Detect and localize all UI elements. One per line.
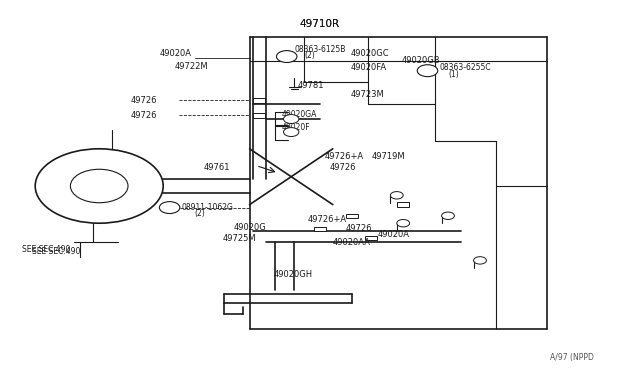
Circle shape: [159, 202, 180, 214]
Text: SEE SEC.490: SEE SEC.490: [32, 247, 81, 256]
Text: 49020G: 49020G: [234, 223, 266, 232]
Text: 49726: 49726: [131, 111, 157, 120]
Bar: [253, 113, 265, 118]
Circle shape: [284, 115, 299, 124]
Text: 49726+A: 49726+A: [307, 215, 346, 224]
Circle shape: [417, 65, 438, 77]
Text: S: S: [426, 68, 429, 74]
Text: 49723M: 49723M: [351, 90, 385, 99]
Text: 49020GA: 49020GA: [282, 110, 317, 119]
Circle shape: [70, 169, 128, 203]
Text: 49020GC: 49020GC: [351, 49, 389, 58]
Bar: [346, 214, 358, 218]
Circle shape: [276, 51, 297, 62]
Text: 49020AA: 49020AA: [333, 238, 371, 247]
Text: 49020F: 49020F: [282, 124, 310, 132]
Text: A/97 (NPPD: A/97 (NPPD: [550, 353, 595, 362]
Text: 49020GB: 49020GB: [402, 56, 440, 65]
Text: 49761: 49761: [204, 163, 230, 172]
Circle shape: [397, 219, 410, 227]
Text: 08363-6125B: 08363-6125B: [294, 45, 346, 54]
Text: 49722M: 49722M: [174, 62, 208, 71]
Text: SEE SEC.490: SEE SEC.490: [22, 245, 71, 254]
Text: 08911-1062G: 08911-1062G: [181, 203, 233, 212]
Text: 49726+A: 49726+A: [325, 153, 364, 161]
Bar: [397, 202, 409, 207]
Bar: [365, 236, 377, 240]
Text: 49719M: 49719M: [371, 153, 405, 161]
Text: 49020FA: 49020FA: [351, 63, 387, 72]
Text: 49020A: 49020A: [160, 49, 192, 58]
Bar: [253, 98, 265, 103]
Text: 49781: 49781: [298, 81, 324, 90]
Text: 49710R: 49710R: [300, 19, 340, 29]
Text: 49726: 49726: [131, 96, 157, 105]
Text: S: S: [285, 54, 289, 60]
Text: N: N: [167, 205, 172, 211]
Circle shape: [474, 257, 486, 264]
Text: 49020A: 49020A: [378, 230, 410, 239]
Text: 49726: 49726: [330, 163, 356, 172]
Text: (2): (2): [194, 209, 205, 218]
Text: 49020GH: 49020GH: [274, 270, 313, 279]
Bar: [314, 227, 326, 231]
Text: 49710R: 49710R: [300, 19, 340, 29]
Circle shape: [35, 149, 163, 223]
Text: 49726: 49726: [346, 224, 372, 233]
Text: 49725M: 49725M: [223, 234, 257, 243]
Circle shape: [390, 192, 403, 199]
Text: 08363-6255C: 08363-6255C: [440, 63, 492, 72]
Text: (2): (2): [304, 51, 315, 60]
Circle shape: [284, 128, 299, 137]
Text: (1): (1): [448, 70, 459, 79]
Circle shape: [442, 212, 454, 219]
